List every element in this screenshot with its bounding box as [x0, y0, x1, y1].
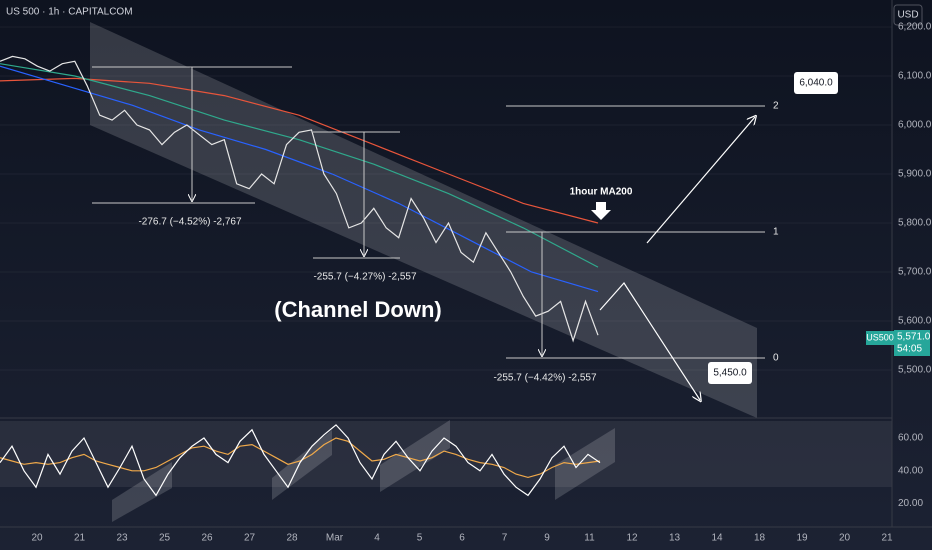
- x-tick-label: 19: [796, 533, 808, 544]
- x-tick-label: 27: [244, 533, 256, 544]
- fib-label: 2: [773, 101, 779, 112]
- x-tick-label: 18: [754, 533, 766, 544]
- x-tick-label: 25: [159, 533, 171, 544]
- x-tick-label: 28: [286, 533, 298, 544]
- instrument-tag: US500: [866, 332, 894, 342]
- symbol: US 500 · 1h · CAPITALCOM: [6, 7, 133, 18]
- fib-label: 0: [773, 353, 779, 364]
- x-tick-label: 21: [74, 533, 86, 544]
- ma-label: 1hour MA200: [570, 187, 633, 198]
- x-tick-label: 14: [711, 533, 723, 544]
- y-tick-label: 60.00: [898, 433, 923, 444]
- x-tick-label: 23: [116, 533, 128, 544]
- target-up: 6,040.0: [799, 78, 833, 89]
- measures: [92, 66, 765, 359]
- x-tick-label: 26: [201, 533, 213, 544]
- y-tick-label: 20.00: [898, 498, 923, 509]
- x-tick-label: 4: [374, 533, 380, 544]
- target-box: [794, 72, 838, 94]
- x-tick-label: 9: [544, 533, 550, 544]
- series-line: [0, 63, 599, 268]
- series-line: [0, 65, 599, 293]
- ma-arrow: [591, 202, 611, 220]
- measure-label: -276.7 (−4.52%) -2,767: [138, 217, 242, 228]
- currency[interactable]: USD: [897, 10, 918, 21]
- countdown: 54:05: [897, 344, 922, 355]
- x-tick-label: 12: [626, 533, 638, 544]
- pattern-label: (Channel Down): [274, 297, 441, 322]
- series-line: [0, 424, 601, 497]
- rsi-channel: [555, 428, 615, 500]
- tag-box: [866, 331, 894, 345]
- rsi-channel: [272, 430, 332, 500]
- series-layer: [0, 55, 601, 497]
- channel: [90, 22, 757, 418]
- y-tick-label: 5,500.0: [898, 365, 932, 376]
- fib-label: 1: [773, 227, 779, 238]
- last-price: 5,571.0: [897, 332, 931, 343]
- target-box: [708, 362, 752, 384]
- x-tick-label: 6: [459, 533, 465, 544]
- rsi-channel: [112, 462, 172, 522]
- measure-label: -255.7 (−4.27%) -2,557: [313, 272, 417, 283]
- target-down: 5,450.0: [713, 368, 747, 379]
- rsi-band: [0, 421, 892, 487]
- y-tick-label: 5,800.0: [898, 218, 932, 229]
- y-tick-label: 6,100.0: [898, 71, 932, 82]
- x-tick-label: 21: [881, 533, 893, 544]
- x-tick-label: 20: [839, 533, 851, 544]
- y-tick-label: 5,700.0: [898, 267, 932, 278]
- series-line: [0, 55, 599, 343]
- projection: [599, 117, 755, 400]
- x-tick-label: 5: [417, 533, 423, 544]
- measure-label: -255.7 (−4.42%) -2,557: [493, 373, 597, 384]
- y-tick-label: 5,600.0: [898, 316, 932, 327]
- y-tick-label: 40.00: [898, 465, 923, 476]
- x-tick-label: 11: [584, 533, 595, 544]
- x-tick-label: 13: [669, 533, 681, 544]
- x-tick-label: 20: [31, 533, 43, 544]
- series-line: [0, 77, 599, 224]
- x-tick-label: Mar: [326, 533, 344, 544]
- rsi-channel: [380, 420, 450, 492]
- price-box: [894, 330, 930, 356]
- x-tick-label: 7: [502, 533, 508, 544]
- grid-layer: [0, 26, 892, 371]
- currency-button[interactable]: [893, 4, 923, 26]
- y-tick-label: 6,200.0: [898, 22, 932, 33]
- y-tick-label: 5,900.0: [898, 169, 932, 180]
- y-tick-label: 6,000.0: [898, 120, 932, 131]
